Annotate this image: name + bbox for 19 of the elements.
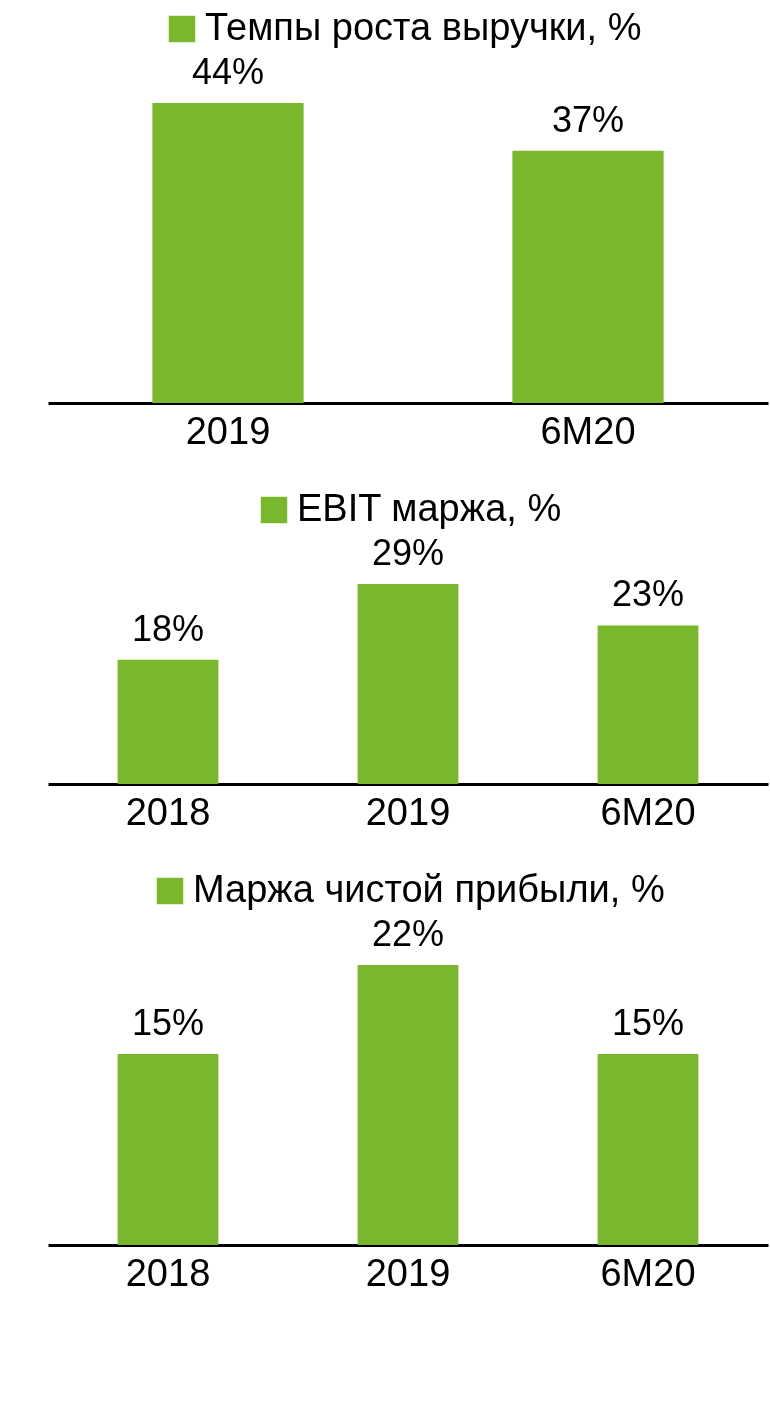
legend-label: Маржа чистой прибыли, %: [193, 868, 665, 910]
x-tick-label: 2019: [185, 409, 271, 452]
data-label: 37%: [551, 98, 625, 140]
x-tick-label: 2019: [365, 1251, 451, 1294]
data-label: 15%: [611, 1002, 685, 1044]
data-label: 15%: [131, 1002, 205, 1044]
x-tick-label: 6M20: [600, 1251, 696, 1294]
data-label: 22%: [371, 913, 445, 954]
legend-label: EBIT маржа, %: [297, 487, 562, 529]
data-label: 44%: [191, 51, 265, 92]
x-tick-label: 2019: [365, 790, 451, 833]
x-tick-label: 6M20: [600, 790, 696, 833]
data-label: 23%: [611, 573, 685, 615]
x-tick-label: 2018: [125, 1251, 211, 1294]
data-label: 29%: [371, 532, 445, 573]
x-tick-label: 2018: [125, 790, 211, 833]
data-label: 18%: [131, 607, 205, 649]
legend-label: Темпы роста выручки, %: [205, 6, 642, 48]
x-tick-label: 6M20: [540, 409, 636, 452]
